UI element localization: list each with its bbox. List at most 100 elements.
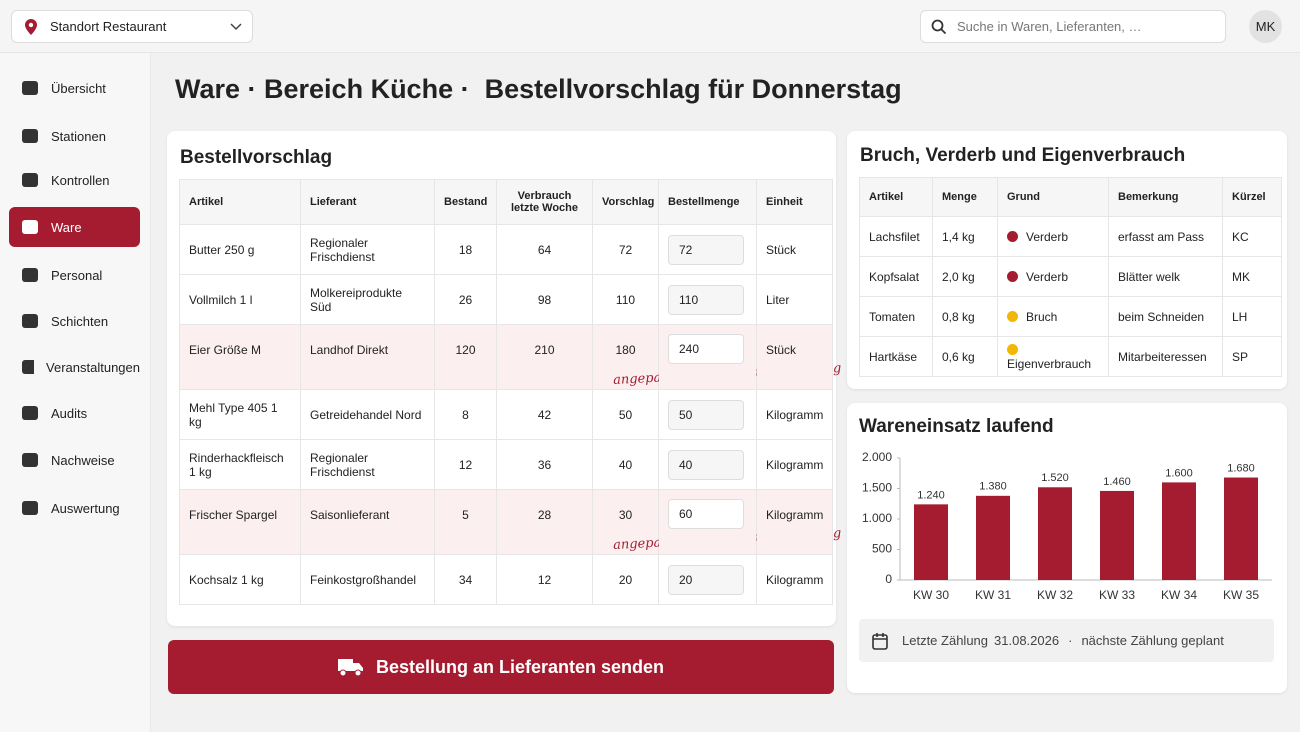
cell: 110 — [592, 274, 659, 325]
avatar[interactable]: MK — [1249, 10, 1282, 43]
send-label: Bestellung an Lieferanten senden — [375, 656, 665, 677]
nav-label: Kontrollen — [51, 172, 110, 188]
cell-text: 42 — [537, 407, 552, 422]
nav-label: Nachweise — [51, 452, 115, 468]
value-label: 1.380 — [979, 481, 1007, 493]
cell: Butter 250 g — [179, 224, 301, 275]
bar — [1224, 477, 1258, 580]
cell: erfasst am Pass — [1108, 216, 1223, 257]
cell-text: 120 — [455, 343, 476, 357]
cell: Kilogramm — [756, 389, 833, 440]
quantity-input[interactable]: 60 — [668, 499, 744, 529]
cell-text: 98 — [537, 292, 552, 307]
cell-text: 40 — [618, 457, 633, 472]
status-dot — [1007, 343, 1018, 355]
nav-item[interactable]: Kontrollen — [9, 160, 140, 200]
cell-text: Eier Größe M — [189, 343, 262, 357]
cell-text: Rinderhackfleisch 1 kg — [189, 450, 284, 479]
top-bar: Standort Restaurant Suche in Waren, Lief… — [0, 0, 1300, 53]
cell-text: Stück — [766, 242, 797, 257]
nav-item[interactable]: Nachweise — [9, 440, 140, 480]
nav-item[interactable]: Stationen — [9, 116, 140, 156]
quantity-input[interactable]: 40 — [668, 449, 744, 480]
nav-item[interactable]: Übersicht — [9, 68, 140, 108]
cell-text: Butter 250 g — [189, 242, 255, 257]
cell-text: Blätter welk — [1118, 269, 1181, 284]
cell: 20 — [592, 554, 659, 605]
cell: Bruch — [997, 296, 1109, 337]
nav-icon — [22, 268, 38, 282]
cell-text: 20 — [618, 572, 633, 587]
cell-text: 12 — [537, 572, 552, 587]
column-header: Artikel — [179, 179, 301, 225]
cell-text: 26 — [458, 292, 473, 307]
order-card: Bestellvorschlag Artikel Lieferant Bestand… — [167, 131, 842, 626]
column-header: Bemerkung — [1108, 177, 1223, 217]
nav-icon — [22, 501, 38, 515]
cell-text: 34 — [458, 572, 473, 587]
cell: 210 — [496, 324, 593, 390]
nav-item[interactable]: Audits — [9, 393, 140, 433]
cell: 12 — [434, 439, 497, 490]
quantity-input[interactable]: 50 — [668, 399, 744, 430]
location-select[interactable]: Standort Restaurant — [11, 10, 253, 43]
cell: Kopfsalat — [859, 256, 933, 297]
value-label: 1.600 — [1165, 467, 1193, 479]
cell: Tomaten — [859, 296, 933, 337]
waste-row: Tomaten 0,8 kg Bruch beim Schneiden LH — [859, 296, 1282, 337]
nav-item[interactable]: Schichten — [9, 301, 140, 341]
cell-text: Kopfsalat — [869, 269, 920, 284]
cell: 2,0 kg — [932, 256, 998, 297]
cell: 120 — [434, 324, 497, 390]
y-tick-label: 0 — [885, 572, 892, 586]
quantity-input[interactable]: 72 — [668, 234, 744, 265]
cell: Verderb — [997, 216, 1109, 257]
cell: Molkereiprodukte Süd — [300, 274, 435, 325]
quantity-input[interactable]: 110 — [668, 284, 744, 315]
cell-text: Liter — [766, 292, 790, 307]
cell-text: 5 — [462, 508, 469, 522]
nav-icon — [22, 406, 38, 420]
cell: 50 — [658, 389, 757, 440]
send-button[interactable]: Bestellung an Lieferanten senden — [168, 640, 834, 694]
waste-title: Bruch, Verderb und Eigenverbrauch — [860, 145, 1186, 166]
cell-text: Hartkäse — [869, 349, 918, 364]
cell: 42 — [496, 389, 593, 440]
quantity-input[interactable]: 240 — [668, 334, 744, 364]
column-header: Bestellmenge — [658, 179, 757, 225]
order-title: Bestellvorschlag — [180, 147, 333, 168]
waste-card: Bruch, Verderb und Eigenverbrauch Artike… — [847, 131, 1287, 389]
cell-text: 180 — [615, 343, 636, 357]
icon-shape — [22, 173, 38, 187]
cell-text: Eigenverbrauch — [1007, 356, 1092, 371]
cell: Mitarbeiteressen — [1108, 336, 1223, 377]
column-header: Grund — [997, 177, 1109, 217]
quantity-input[interactable]: 20 — [668, 564, 744, 595]
icon-shape — [22, 314, 38, 328]
column-header: Kürzel — [1222, 177, 1282, 217]
cell-text: Saisonlieferant — [310, 508, 390, 522]
icon-shape — [22, 501, 38, 515]
x-tick-label: KW 32 — [1037, 588, 1073, 602]
y-tick-label: 500 — [872, 542, 892, 556]
nav-item[interactable]: Personal — [9, 255, 140, 295]
cell-text: 64 — [537, 242, 552, 257]
cell: 5 — [434, 489, 497, 555]
column-header: Einheit — [756, 179, 833, 225]
column-header: Artikel — [859, 177, 933, 217]
nav-item[interactable]: Auswertung — [9, 488, 140, 528]
nav-item[interactable]: Veranstaltungen — [9, 347, 140, 387]
status-dot — [1007, 270, 1018, 282]
nav-icon — [22, 173, 38, 187]
cell-text: Verderb — [1026, 269, 1069, 284]
nav-item[interactable]: Ware — [9, 207, 140, 247]
nav-icon — [22, 220, 38, 234]
column-header: Lieferant — [300, 179, 435, 225]
bar — [914, 504, 948, 580]
search-box[interactable]: Suche in Waren, Lieferanten, … — [920, 10, 1226, 43]
waste-table: Artikel Menge Grund Bemerkung Kürzel Lachsfil… — [859, 177, 1282, 377]
cell: LH — [1222, 296, 1282, 337]
cell-text: MK — [1232, 269, 1250, 284]
cell: Kilogramm — [756, 554, 833, 605]
